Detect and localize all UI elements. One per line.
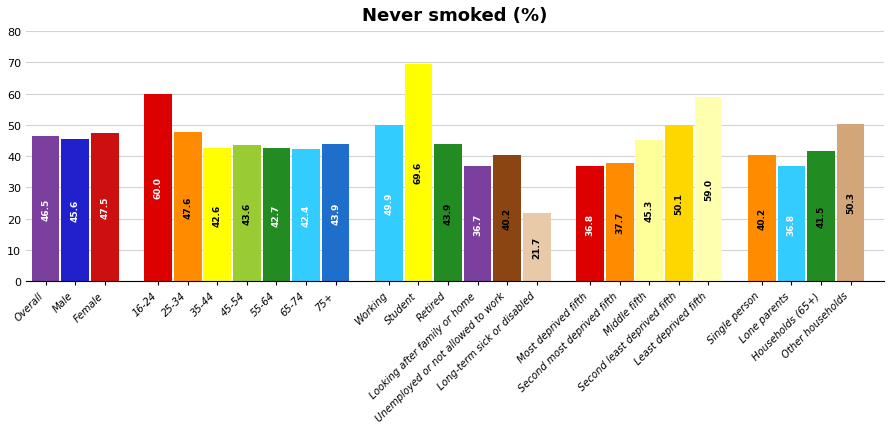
- Bar: [665, 125, 692, 282]
- Bar: [292, 149, 320, 282]
- Text: 40.2: 40.2: [757, 208, 766, 230]
- Text: 41.5: 41.5: [816, 206, 825, 228]
- Bar: [61, 139, 89, 282]
- Bar: [203, 149, 231, 282]
- Text: 37.7: 37.7: [615, 212, 625, 234]
- Bar: [807, 152, 835, 282]
- Bar: [576, 167, 604, 282]
- Text: 47.5: 47.5: [101, 196, 110, 218]
- Bar: [405, 64, 432, 282]
- Text: 21.7: 21.7: [532, 237, 542, 259]
- Bar: [174, 133, 201, 282]
- Text: 69.6: 69.6: [414, 162, 423, 184]
- Bar: [606, 164, 634, 282]
- Bar: [494, 156, 521, 282]
- Text: 36.7: 36.7: [473, 213, 482, 235]
- Bar: [434, 144, 462, 282]
- Bar: [322, 144, 349, 282]
- Bar: [748, 156, 775, 282]
- Text: 36.8: 36.8: [585, 213, 594, 235]
- Bar: [635, 140, 663, 282]
- Text: 45.6: 45.6: [70, 199, 80, 221]
- Text: 45.3: 45.3: [645, 200, 654, 222]
- Bar: [695, 98, 723, 282]
- Text: 42.6: 42.6: [213, 204, 222, 226]
- Bar: [523, 214, 551, 282]
- Bar: [375, 126, 403, 282]
- Text: 43.9: 43.9: [331, 202, 340, 224]
- Text: 50.3: 50.3: [846, 192, 855, 214]
- Bar: [464, 167, 492, 282]
- Bar: [91, 133, 119, 282]
- Text: 40.2: 40.2: [503, 208, 511, 230]
- Bar: [263, 148, 290, 282]
- Text: 47.6: 47.6: [184, 196, 192, 218]
- Text: 42.4: 42.4: [301, 204, 311, 227]
- Text: 43.9: 43.9: [444, 202, 453, 224]
- Title: Never smoked (%): Never smoked (%): [363, 7, 548, 25]
- Text: 42.7: 42.7: [272, 204, 281, 226]
- Bar: [144, 94, 172, 282]
- Bar: [778, 167, 805, 282]
- Text: 50.1: 50.1: [674, 192, 683, 214]
- Text: 59.0: 59.0: [704, 178, 713, 200]
- Text: 60.0: 60.0: [153, 177, 162, 199]
- Text: 46.5: 46.5: [41, 198, 50, 220]
- Bar: [233, 145, 261, 282]
- Bar: [837, 125, 864, 282]
- Bar: [32, 136, 60, 282]
- Text: 36.8: 36.8: [787, 213, 796, 235]
- Text: 43.6: 43.6: [242, 203, 251, 224]
- Text: 49.9: 49.9: [384, 192, 394, 215]
